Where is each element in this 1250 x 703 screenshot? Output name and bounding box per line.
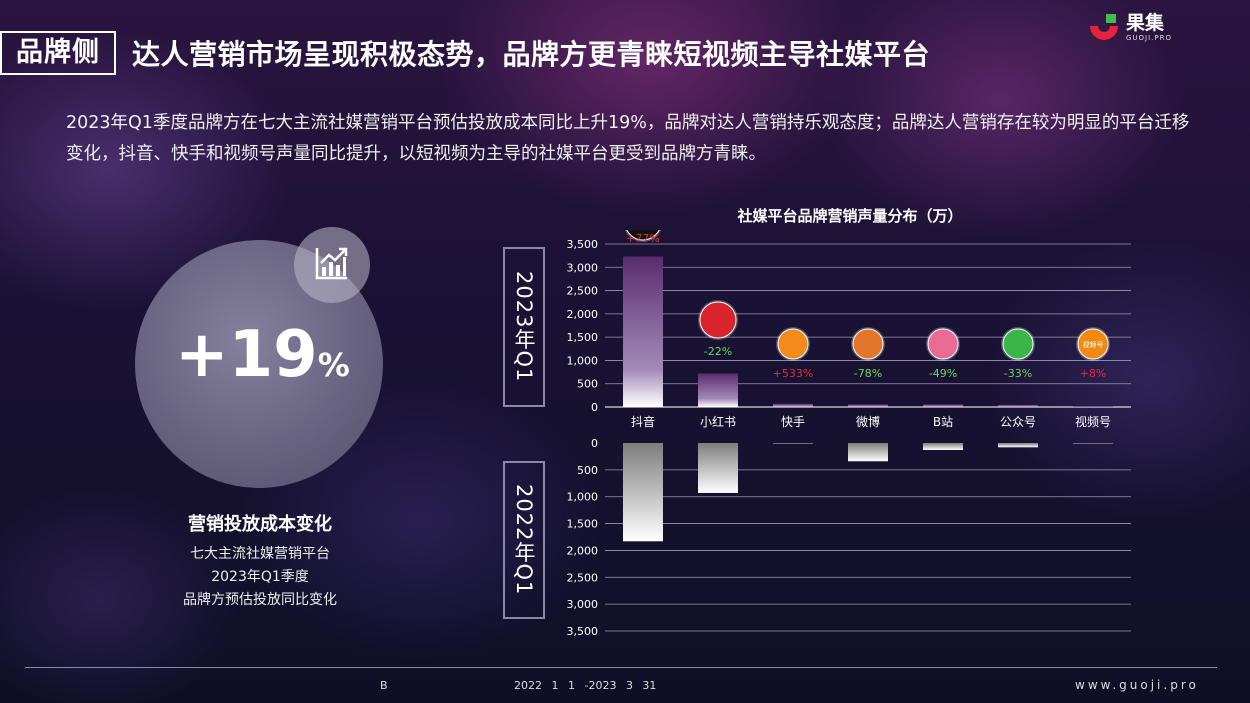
year-label-2022-text: 2022年Q1 [512,484,536,596]
footer-left-text: B [380,679,388,692]
weibo-icon [852,328,884,360]
change-label: +8% [1080,367,1107,380]
footer-url: www.guoji.pro [1075,678,1199,692]
description: 2023年Q1季度品牌方在七大主流社媒营销平台预估投放成本同比上升19%，品牌对… [66,113,1190,164]
bar-2023 [773,403,813,407]
cost-panel-line-2: 2023年Q1季度 [211,569,309,585]
footer-divider [25,667,1217,668]
bar-2022 [773,443,813,444]
category-label: 抖音 [631,414,655,429]
category-label: 快手 [781,415,805,429]
cost-change-number: +19 [175,318,318,392]
y-tick-label-bottom: 2,000 [567,544,599,557]
trend-badge [294,227,370,303]
cost-panel-title: 营销投放成本变化 [188,514,332,535]
y-tick-label-top: 2,000 [567,308,599,321]
y-tick-label-bottom: 3,500 [567,625,599,638]
category-label: 微博 [856,414,880,429]
page-title: 达人营销市场呈现积极态势，品牌方更青睐短视频主导社媒平台 [132,38,931,71]
y-tick-label-top: 1,000 [567,354,599,367]
volume-chart: 0 0 500 500 1,000 1,000 1,500 1,500 2,000 2,000 2,… [567,230,1131,638]
bar-2022 [848,443,888,462]
change-label: +533% [773,367,814,380]
bar-2023 [698,373,738,407]
y-tick-label-top: 2,500 [567,285,599,298]
y-tick-label-bottom: 1,000 [567,491,599,504]
gongzhonghao-icon [1002,328,1034,360]
change-label: -33% [1004,367,1032,380]
section-label: 品牌侧 [0,31,116,75]
trend-chart-icon [315,247,348,280]
y-tick-label-top: 0 [591,401,598,414]
bar-2022 [1073,443,1113,444]
platform-icon-label: 视频号 [1083,340,1104,349]
bar-2023 [623,256,663,407]
logo-text: 果集 [1126,12,1165,34]
cost-change-value: +19% [175,318,350,392]
y-tick-label-top: 500 [577,378,598,391]
bar-2022 [923,443,963,450]
cost-panel-line-1: 七大主流社媒营销平台 [190,546,330,562]
year-label-2023: 2023年Q1 [503,247,545,407]
change-label: -49% [929,367,957,380]
bar-2022 [698,443,738,493]
category-label: B站 [933,415,953,429]
y-tick-label-bottom: 1,500 [567,518,599,531]
category-label: 小红书 [700,414,736,429]
y-tick-label-bottom: 3,000 [567,598,599,611]
category-label: 公众号 [1000,415,1036,429]
change-label: -78% [854,367,882,380]
change-label: +77% [626,232,660,245]
bar-2023 [848,404,888,407]
bar-2023 [1073,406,1113,408]
bar-2022 [623,443,663,542]
y-tick-label-top: 3,500 [567,238,599,251]
category-label: 视频号 [1075,414,1111,429]
chart-title: 社媒平台品牌营销声量分布（万） [737,207,963,225]
year-label-2023-text: 2023年Q1 [512,271,536,383]
y-tick-label-bottom: 2,500 [567,571,599,584]
logo-subtext: GUOJI.PRO [1126,34,1173,42]
y-tick-label-bottom: 500 [577,464,598,477]
bar-2023 [923,404,963,407]
bilibili-icon [927,328,959,360]
logo-mark-icon [1090,14,1118,40]
y-tick-label-top: 3,000 [567,261,599,274]
logo: 果集 GUOJI.PRO [1086,8,1236,48]
bar-2022 [998,443,1038,448]
shipinhao-icon [1077,328,1109,360]
cost-panel-line-3: 品牌方预估投放同比变化 [183,592,337,608]
xiaohongshu-icon [699,301,737,339]
footer-date-range: 2022 1 1 -2023 3 31 [514,679,657,692]
cost-change-unit: % [317,346,350,384]
change-label: -22% [704,345,732,358]
y-tick-label-top: 1,500 [567,331,599,344]
douyin-icon [626,230,660,241]
bar-2023 [998,404,1038,407]
year-label-2022: 2022年Q1 [503,461,545,619]
kuaishou-icon [777,328,809,360]
y-tick-label-bottom: 0 [591,437,598,450]
